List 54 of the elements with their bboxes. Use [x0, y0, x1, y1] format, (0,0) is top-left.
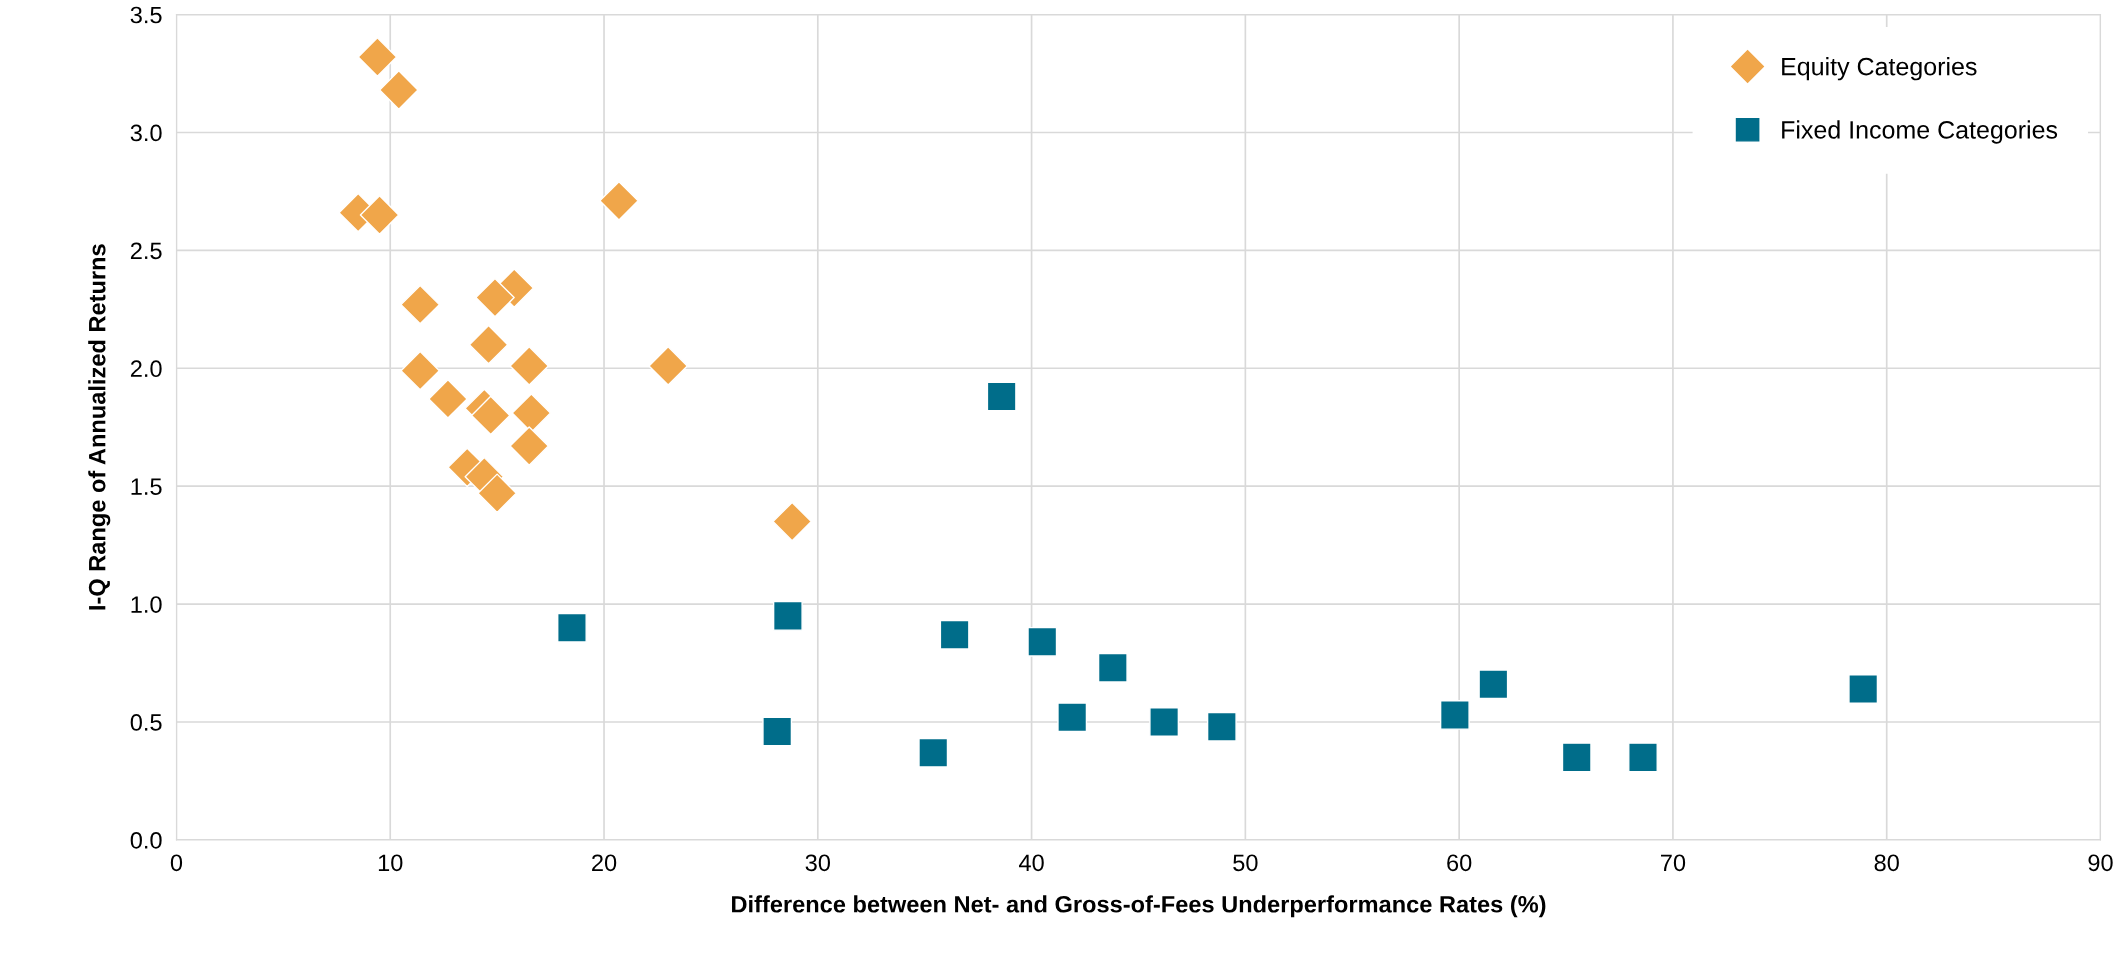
point	[918, 737, 949, 768]
x-tick-label: 60	[1447, 854, 1472, 872]
point	[378, 70, 419, 110]
y-tick-label: 1.0	[131, 596, 162, 613]
legend-label: Equity Categories	[1782, 57, 1977, 81]
point	[511, 393, 552, 433]
point	[762, 716, 793, 747]
x-tick-label: 40	[1018, 854, 1044, 872]
point	[557, 612, 587, 643]
point	[475, 277, 515, 318]
point	[939, 619, 970, 650]
x-axis-title: Difference between Net- and Gross-of-Fees Underperformance Rates (%)	[732, 895, 1546, 918]
y-tick-label: 3.0	[130, 124, 162, 142]
point	[509, 346, 550, 386]
point	[1027, 626, 1058, 657]
point	[599, 181, 639, 221]
legend-label: Fixed Income Categories	[1782, 120, 2058, 144]
point	[470, 395, 511, 436]
point	[772, 501, 812, 542]
point	[400, 350, 441, 391]
y-tick-label: 1.5	[131, 478, 162, 495]
point	[1628, 742, 1658, 773]
point	[1057, 702, 1088, 733]
x-tick-label: 50	[1233, 854, 1258, 872]
x-tick-label: 20	[592, 854, 617, 872]
point	[428, 379, 468, 419]
point	[772, 600, 803, 631]
point	[477, 473, 517, 514]
y-tick-label: 3.5	[130, 6, 162, 24]
x-tick-label: 30	[805, 854, 831, 872]
point	[1848, 674, 1879, 704]
point	[1206, 711, 1237, 742]
point	[359, 195, 400, 235]
point	[357, 37, 398, 77]
x-tick-label: 0	[170, 854, 183, 872]
x-tick-label: 90	[2088, 854, 2113, 872]
y-tick-label: 0.5	[130, 714, 162, 731]
point	[1478, 669, 1509, 700]
y-tick-label: 2.0	[130, 360, 162, 378]
point	[1097, 652, 1128, 683]
point	[468, 324, 509, 365]
point	[1561, 742, 1592, 773]
point	[648, 346, 688, 386]
point	[1439, 700, 1470, 730]
point	[1149, 707, 1180, 737]
x-tick-label: 10	[378, 854, 403, 872]
y-axis-title: I-Q Range of Annualized Returns	[88, 244, 111, 610]
x-tick-label: 70	[1661, 854, 1686, 872]
point	[509, 426, 550, 466]
y-tick-label: 0.0	[130, 831, 162, 849]
y-tick-label: 2.5	[130, 242, 162, 260]
x-tick-label: 80	[1874, 854, 1899, 872]
point	[986, 381, 1017, 412]
point	[400, 284, 441, 325]
